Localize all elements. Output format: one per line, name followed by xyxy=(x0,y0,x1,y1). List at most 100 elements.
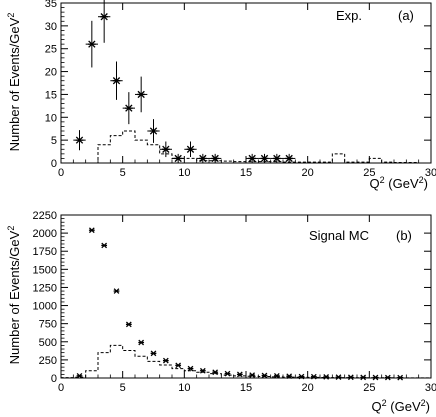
b-ylabel-main: Number of Events/GeV xyxy=(7,230,22,364)
b-xlabel-main: Q xyxy=(372,399,382,414)
b-xlabel-sup: 2 xyxy=(382,398,387,408)
a-x-axis-title: Q2 (GeV2) xyxy=(370,175,428,191)
a-xlabel-unit: (GeV xyxy=(385,176,419,191)
a-data-point xyxy=(159,141,172,158)
b-y-tick-label: 2250 xyxy=(33,210,57,222)
b-y-tick-label: 250 xyxy=(39,355,57,367)
b-data-points xyxy=(76,227,404,381)
a-data-points xyxy=(73,0,296,163)
b-y-tick-label: 0 xyxy=(51,373,57,385)
a-y-tick-label: 35 xyxy=(45,0,57,10)
b-x-tick-label: 20 xyxy=(302,382,314,394)
a-panel-label: (a) xyxy=(398,8,414,23)
b-y-axis-title: Number of Events/GeV2 xyxy=(6,226,22,365)
b-panel-label: (b) xyxy=(396,228,412,243)
b-data-point xyxy=(323,374,330,380)
b-y-tick-label: 750 xyxy=(39,319,57,331)
a-xlabel-unit-sup: 2 xyxy=(419,175,424,185)
panel-b: 0 250 500 750 1000 1250 1500 1750 2000 2250 0 5 10 1… xyxy=(6,210,436,414)
b-data-point xyxy=(88,227,95,234)
a-data-point xyxy=(122,92,135,125)
b-data-point xyxy=(76,372,83,379)
a-data-point xyxy=(246,153,259,163)
b-data-point xyxy=(125,321,132,328)
a-data-point xyxy=(283,153,296,163)
a-y-tick-label: 20 xyxy=(45,67,57,79)
b-data-point xyxy=(249,372,256,378)
panel-a: 0 5 10 15 20 25 30 35 0 5 10 15 20 25 30 Exp. (a) Num… xyxy=(6,0,436,191)
b-ylabel-sup: 2 xyxy=(6,226,16,231)
a-y-tick-label: 5 xyxy=(51,135,57,147)
b-data-point xyxy=(261,372,268,379)
a-series-legend-label: Exp. xyxy=(336,8,362,23)
a-y-axis-title: Number of Events/GeV2 xyxy=(6,13,22,152)
a-data-point xyxy=(172,153,185,163)
b-x-tick-label: 25 xyxy=(363,382,375,394)
a-x-axis-ticks: 0 5 10 15 20 25 30 xyxy=(58,3,436,179)
a-data-point xyxy=(270,153,283,163)
a-y-axis-ticks: 0 5 10 15 20 25 30 35 xyxy=(45,0,431,170)
b-y-tick-label: 1750 xyxy=(33,246,57,258)
b-data-point xyxy=(101,242,108,249)
a-xlabel-main: Q xyxy=(370,176,380,191)
a-y-tick-label: 30 xyxy=(45,21,57,33)
a-y-tick-label: 15 xyxy=(45,89,57,101)
b-data-point xyxy=(224,370,231,377)
a-data-point xyxy=(73,130,86,151)
b-data-point xyxy=(273,372,280,379)
b-data-point xyxy=(187,365,194,372)
b-y-tick-label: 1250 xyxy=(33,282,57,294)
b-data-point xyxy=(113,288,120,294)
b-data-point xyxy=(199,367,206,374)
b-y-tick-label: 2000 xyxy=(33,228,57,240)
a-x-tick-label: 0 xyxy=(58,167,64,179)
b-x-axis-title: Q2 (GeV2) xyxy=(372,398,430,414)
a-xlabel-sup: 2 xyxy=(380,175,385,185)
a-data-point xyxy=(258,153,271,163)
b-data-point xyxy=(335,374,342,380)
b-y-tick-label: 500 xyxy=(39,337,57,349)
a-xlabel-close: ) xyxy=(424,176,428,191)
a-y-tick-label: 10 xyxy=(45,112,57,124)
b-y-tick-label: 1500 xyxy=(33,264,57,276)
b-x-tick-label: 0 xyxy=(58,382,64,394)
b-x-tick-label: 5 xyxy=(120,382,126,394)
a-x-tick-label: 30 xyxy=(425,167,436,179)
b-data-point xyxy=(150,350,157,357)
b-data-point xyxy=(175,362,182,369)
b-y-axis-ticks: 0 250 500 750 1000 1250 1500 1750 2000 2250 xyxy=(33,210,431,385)
b-x-axis-ticks: 0 5 10 15 20 25 30 xyxy=(58,215,436,394)
a-data-point xyxy=(184,141,197,158)
a-x-tick-label: 15 xyxy=(240,167,252,179)
b-series-legend-label: Signal MC xyxy=(309,228,369,243)
b-data-point xyxy=(138,339,145,346)
a-data-point xyxy=(209,153,222,163)
b-data-point xyxy=(212,369,219,376)
a-data-point xyxy=(135,76,148,113)
a-y-tick-label: 25 xyxy=(45,44,57,56)
a-data-point xyxy=(110,61,123,100)
b-y-tick-label: 1000 xyxy=(33,301,57,313)
a-x-tick-label: 5 xyxy=(120,167,126,179)
a-x-tick-label: 25 xyxy=(363,167,375,179)
b-xlabel-unit: (GeV xyxy=(387,399,421,414)
a-data-point xyxy=(85,20,98,68)
a-data-point xyxy=(196,153,209,163)
a-x-tick-label: 20 xyxy=(302,167,314,179)
a-y-tick-label: 0 xyxy=(51,158,57,170)
b-xlabel-close: ) xyxy=(426,399,430,414)
a-ylabel-sup: 2 xyxy=(6,13,16,18)
b-data-point xyxy=(372,374,379,381)
b-plot-frame xyxy=(60,214,432,379)
b-data-point xyxy=(347,374,354,381)
b-x-tick-label: 15 xyxy=(240,382,252,394)
b-data-point xyxy=(360,374,367,381)
b-data-point xyxy=(236,371,243,378)
a-x-tick-label: 10 xyxy=(178,167,190,179)
b-data-point xyxy=(162,357,169,364)
b-x-tick-label: 10 xyxy=(178,382,190,394)
a-ylabel-main: Number of Events/GeV xyxy=(7,17,22,151)
a-data-point xyxy=(98,0,111,43)
b-x-tick-label: 30 xyxy=(425,382,436,394)
b-xlabel-unit-sup: 2 xyxy=(421,398,426,408)
